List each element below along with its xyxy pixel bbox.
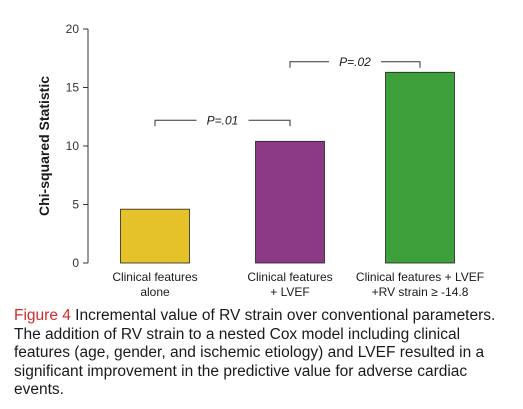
- y-tick-label: 10: [66, 139, 80, 153]
- category-label: alone: [140, 285, 170, 299]
- category-label: Clinical features: [247, 270, 332, 284]
- bar: [120, 208, 190, 264]
- figure-caption: Figure 4 Incremental value of RV strain …: [14, 307, 514, 400]
- bracket-right: [248, 119, 291, 127]
- y-tick-label: 5: [72, 198, 79, 212]
- y-axis-label: Chi-squared Statistic: [36, 76, 52, 216]
- category-label: +RV strain ≥ -14.8: [372, 285, 469, 299]
- bracket-left: [289, 61, 329, 68]
- category-label: Clinical features + LVEF: [356, 270, 484, 284]
- caption-text: Incremental value of RV strain over conv…: [14, 307, 496, 398]
- bars: [120, 71, 455, 264]
- p-value-label: P=.02: [339, 55, 371, 69]
- category-label: + LVEF: [270, 285, 309, 299]
- figure-label: Figure 4: [14, 307, 71, 324]
- y-tick-label: 20: [66, 22, 80, 36]
- significance-annotations: P=.01 P=.02: [154, 55, 421, 127]
- y-tick-label: 15: [66, 81, 80, 95]
- p-value-label: P=.01: [207, 113, 239, 127]
- bar: [255, 140, 325, 264]
- y-axis: 0 5 10 15 20: [66, 22, 89, 270]
- category-label: Clinical features: [112, 270, 197, 284]
- bracket-right: [381, 61, 421, 68]
- bracket-left: [154, 119, 197, 127]
- y-tick-label: 0: [72, 256, 79, 270]
- bar: [385, 71, 455, 264]
